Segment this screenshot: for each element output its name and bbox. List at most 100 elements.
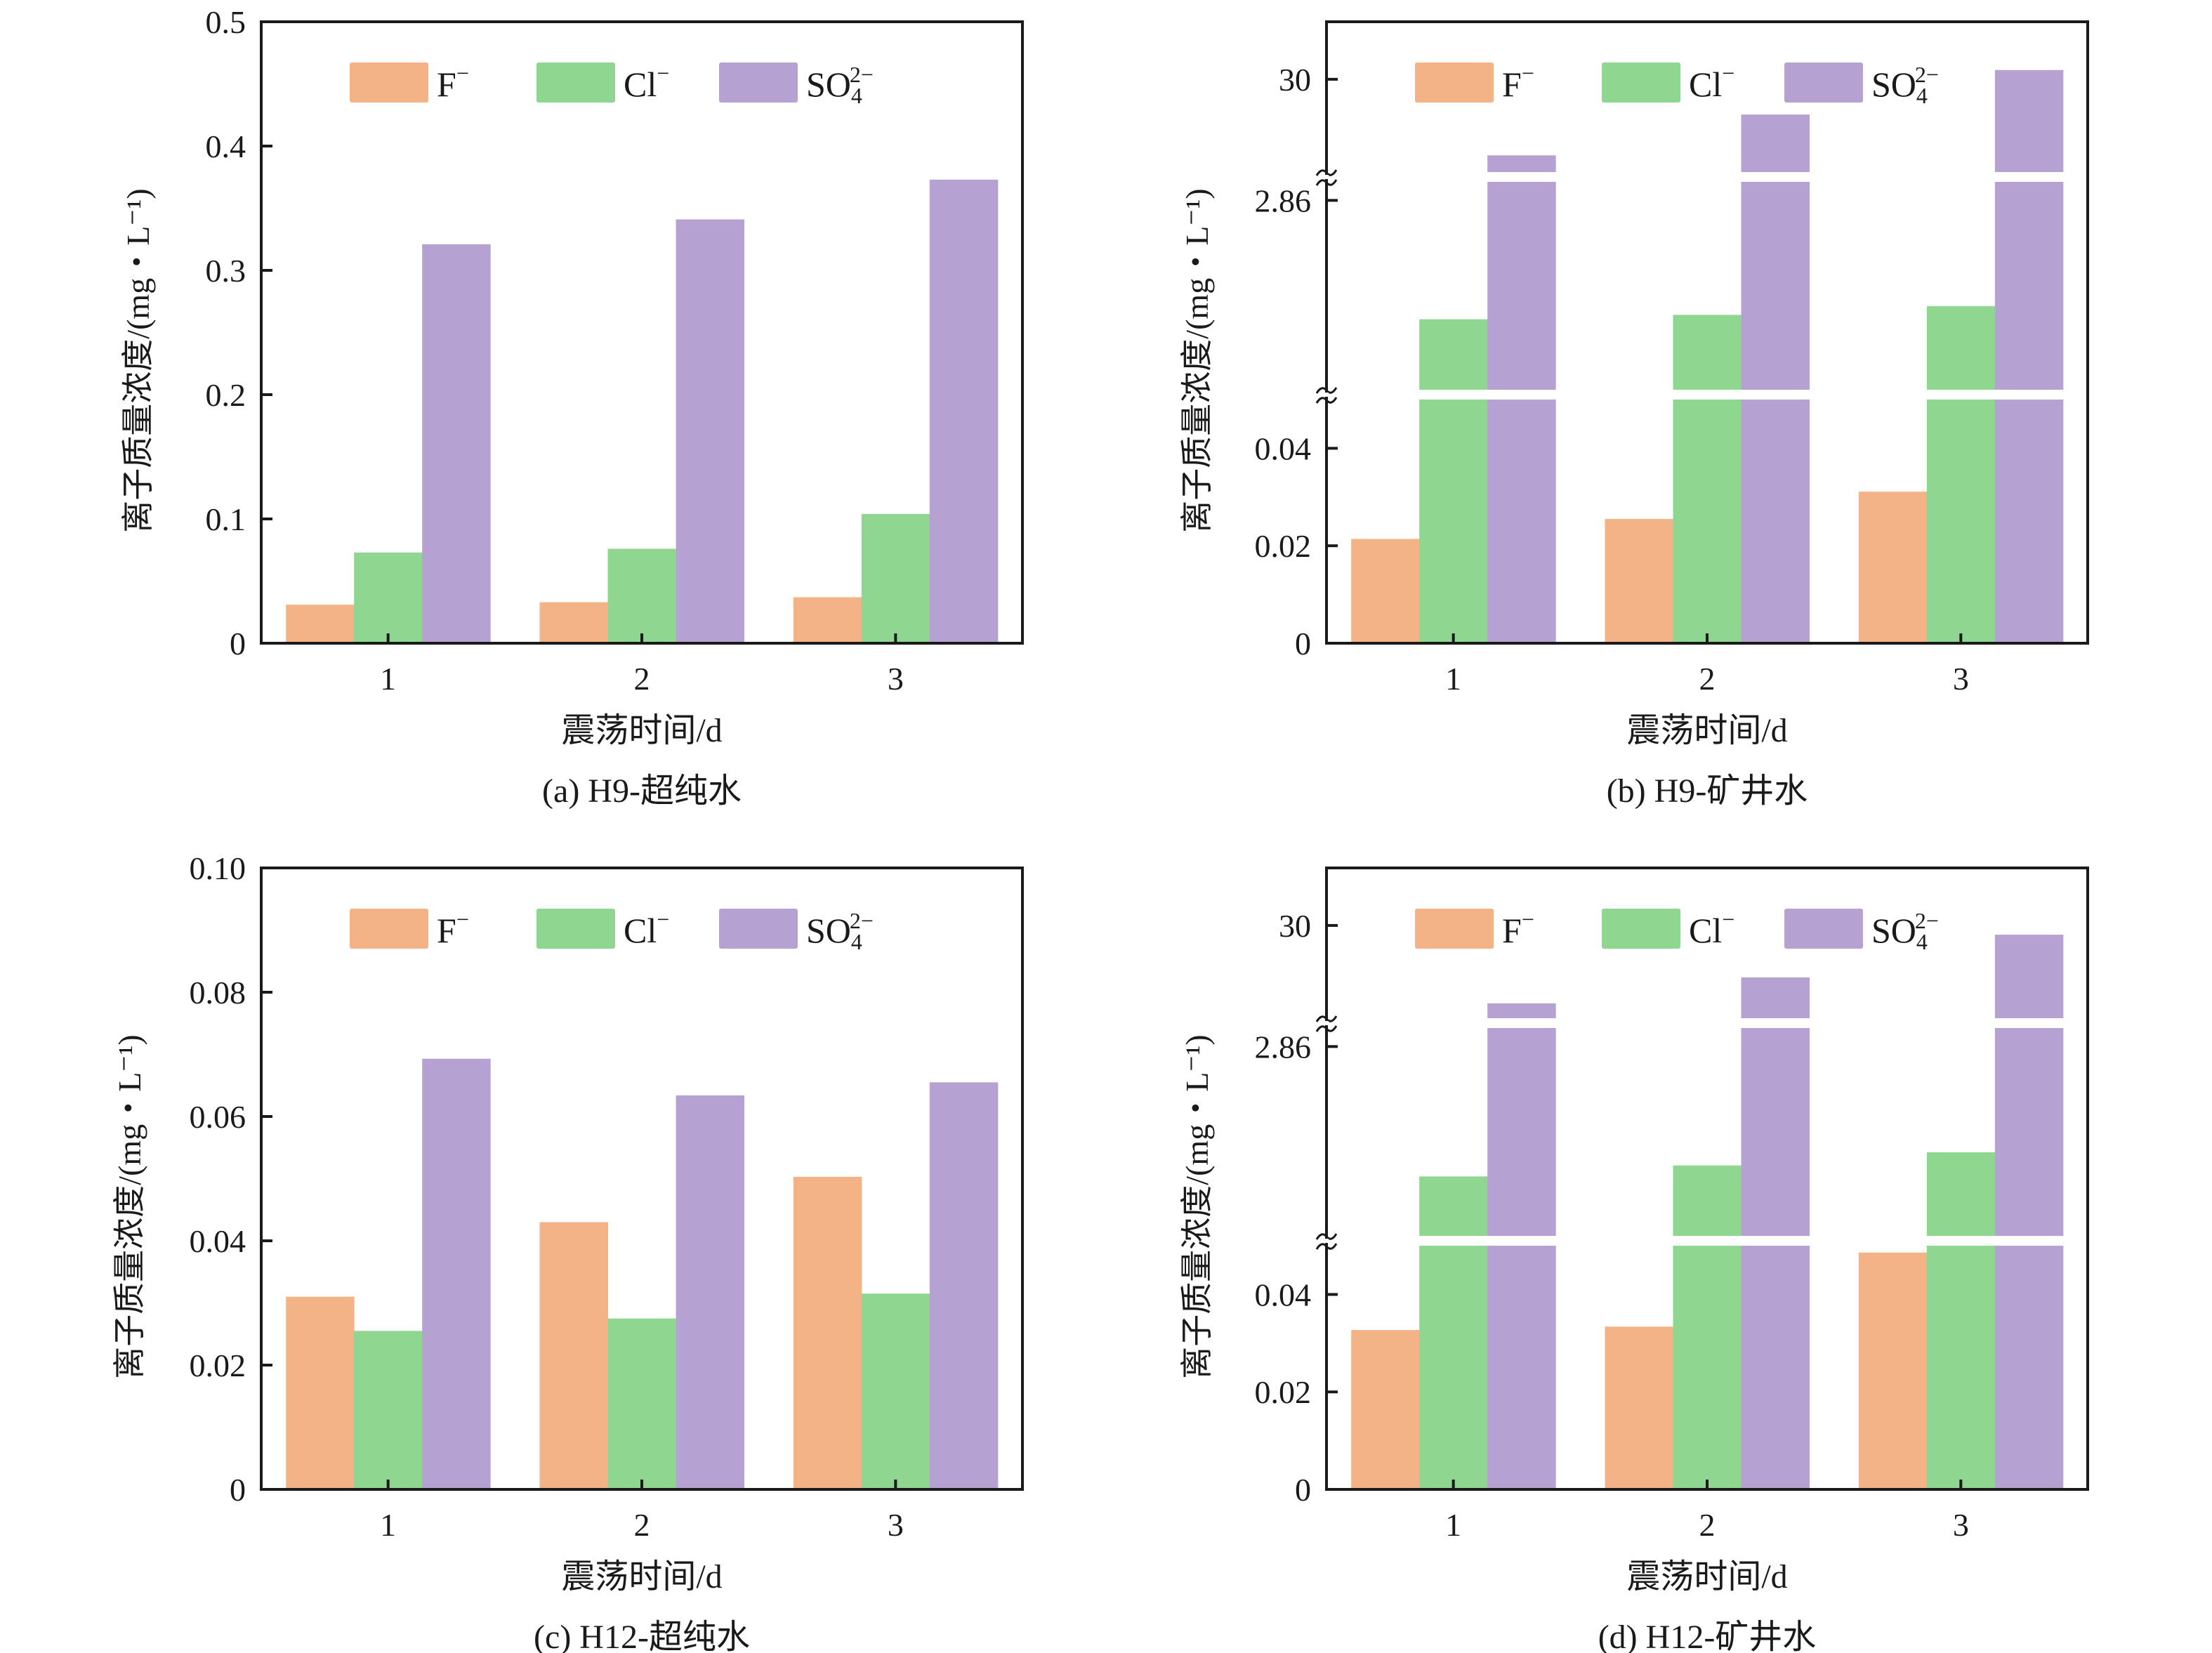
bar-a-Cl-2	[607, 548, 676, 643]
ytick-label: 0.10	[190, 850, 246, 886]
bar-a-Cl-3	[861, 513, 930, 643]
xtick-label: 1	[1445, 1507, 1461, 1543]
bar-c-F-2	[539, 1222, 608, 1489]
ytick-label: 0	[230, 1472, 246, 1508]
legend-label: F−	[437, 60, 469, 104]
ytick-label: 0.5	[206, 4, 246, 40]
ytick-label: 0.4	[206, 129, 246, 164]
bar-b-Cl-1-part1	[1419, 319, 1488, 390]
bar-a-F-2	[539, 602, 608, 643]
legend-swatch	[350, 909, 428, 949]
bar-b-F-2	[1605, 519, 1673, 643]
ytick-label: 0.02	[1255, 1374, 1312, 1410]
legend-item-SO4: SO42−	[1784, 62, 1939, 108]
legend-item-Cl: Cl−	[1602, 907, 1734, 950]
bar-d-SO4-1-part0	[1487, 1246, 1556, 1489]
xtick-label: 1	[380, 1507, 396, 1543]
legend-label: F−	[1502, 907, 1534, 950]
axis-break-icon	[1315, 1025, 1338, 1032]
legend-swatch	[719, 62, 798, 103]
legend-item-F: F−	[1415, 907, 1534, 950]
axis-break-icon	[1315, 397, 1338, 404]
xtick-label: 1	[380, 661, 396, 697]
panel-caption: (a) H9-超纯水	[542, 772, 742, 810]
bar-d-Cl-3-part1	[1926, 1152, 1996, 1236]
legend-label: F−	[437, 907, 469, 950]
legend-swatch	[1415, 62, 1494, 103]
bar-b-SO4-3-part1	[1994, 182, 2064, 390]
legend-item-F: F−	[350, 907, 469, 950]
bar-d-Cl-3-part0	[1926, 1246, 1996, 1489]
legend-swatch	[1602, 62, 1680, 103]
bar-c-F-3	[793, 1176, 862, 1489]
ytick-label: 0	[1295, 1472, 1311, 1508]
legend-item-SO4: SO42−	[1784, 908, 1939, 954]
panel-caption: (d) H12-矿井水	[1598, 1619, 1817, 1653]
ytick-label: 0.04	[190, 1223, 246, 1259]
legend-swatch	[536, 62, 615, 103]
bar-b-SO4-2-part2	[1741, 114, 1810, 172]
bar-d-SO4-2-part1	[1741, 1028, 1810, 1236]
legend-item-SO4: SO42−	[719, 62, 874, 108]
bar-c-SO4-1	[422, 1058, 491, 1489]
bar-b-SO4-3-part0	[1994, 400, 2064, 643]
ytick-label: 0	[1295, 626, 1311, 661]
axis-break-icon	[1315, 1243, 1338, 1250]
legend-swatch	[536, 909, 615, 949]
bar-b-SO4-2-part1	[1741, 182, 1810, 390]
bar-a-SO4-3	[929, 179, 999, 644]
xtick-label: 2	[1699, 661, 1716, 697]
legend-label: F−	[1502, 60, 1534, 104]
bar-b-Cl-2-part0	[1673, 400, 1742, 643]
bar-b-SO4-1-part2	[1487, 155, 1556, 172]
legend-item-SO4: SO42−	[719, 908, 874, 954]
bar-d-Cl-2-part1	[1673, 1165, 1742, 1236]
bar-c-SO4-3	[929, 1082, 999, 1489]
ytick-label: 0.04	[1255, 1277, 1312, 1312]
y-axis-title: 离子质量浓度/(mg・L⁻¹)	[120, 188, 156, 532]
legend-label: SO42−	[806, 908, 874, 954]
panel-d: 0 0.02 0.04 2.86 30 1 2 3 震荡时间/d (d) H12-矿井水 离子质量浓…	[1179, 867, 2089, 1653]
bar-d-SO4-3-part0	[1994, 1246, 2064, 1489]
axis-break-gap	[1324, 1239, 1329, 1243]
bar-a-SO4-1	[422, 244, 491, 644]
bar-c-Cl-3	[861, 1293, 930, 1489]
legend-swatch	[350, 62, 428, 103]
ytick-label: 0.3	[206, 253, 246, 289]
bar-d-Cl-1-part1	[1419, 1176, 1488, 1236]
bar-c-SO4-2	[676, 1095, 744, 1489]
axis-break-icon	[1315, 1233, 1338, 1240]
bar-b-Cl-1-part0	[1419, 400, 1488, 643]
y-axis-title: 离子质量浓度/(mg・L⁻¹)	[112, 1034, 147, 1378]
x-axis-title: 震荡时间/d	[561, 1558, 722, 1595]
bar-b-Cl-2-part1	[1673, 315, 1742, 390]
legend-label: SO42−	[1871, 908, 1939, 954]
bar-b-SO4-1-part0	[1487, 400, 1556, 643]
ytick-label: 0.02	[190, 1348, 246, 1383]
bar-d-SO4-3-part2	[1994, 935, 2064, 1018]
legend-item-Cl: Cl−	[536, 907, 669, 950]
xtick-label: 3	[1953, 1507, 1969, 1543]
x-axis-title: 震荡时间/d	[1626, 1558, 1787, 1595]
ytick-label: 0	[230, 626, 246, 661]
bar-c-Cl-2	[607, 1318, 676, 1489]
ytick-label: 30	[1279, 908, 1311, 944]
ytick-label: 0.04	[1255, 430, 1312, 466]
bar-d-F-2	[1605, 1326, 1673, 1489]
xtick-label: 3	[1953, 661, 1969, 697]
xtick-label: 1	[1445, 661, 1461, 697]
bar-a-F-1	[286, 605, 355, 643]
legend-swatch	[1415, 909, 1494, 949]
legend-label: Cl−	[624, 907, 669, 950]
legend-label: Cl−	[1689, 907, 1734, 950]
bar-d-SO4-2-part0	[1741, 1246, 1810, 1489]
legend-item-F: F−	[1415, 60, 1534, 104]
legend-swatch	[1784, 909, 1863, 949]
bar-d-SO4-2-part2	[1741, 977, 1810, 1018]
ytick-label: 2.86	[1255, 1029, 1312, 1065]
ytick-label: 0.2	[206, 377, 246, 413]
bar-d-SO4-3-part1	[1994, 1028, 2064, 1236]
panel-caption: (c) H12-超纯水	[534, 1619, 750, 1653]
bar-c-F-1	[286, 1296, 355, 1489]
bar-b-SO4-2-part0	[1741, 400, 1810, 643]
